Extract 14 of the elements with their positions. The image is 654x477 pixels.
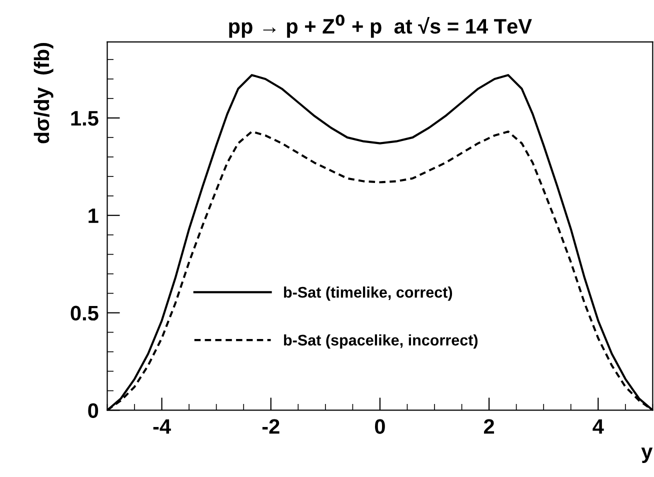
chart-title: pp → p + Z$^{0}$ + p at √s = 14 TeV — [229, 14, 532, 38]
x-tick-label: 0 — [375, 419, 385, 434]
y-tick-label: 1.5 — [71, 111, 98, 126]
x-tick-label: 4 — [592, 419, 604, 434]
legend-label: b-Sat (spacelike, incorrect) — [284, 334, 478, 349]
y-tick-label: 0 — [88, 403, 98, 418]
x-axis-title: y — [641, 448, 653, 463]
y-tick-label: 0.5 — [70, 306, 98, 321]
x-tick-label: -2 — [262, 419, 280, 434]
x-tick-label: -4 — [153, 419, 171, 434]
legend-label: b-Sat (timelike, correct) — [284, 286, 452, 301]
y-axis-title: dσ/dy (fb) — [34, 43, 54, 144]
x-tick-label: 2 — [484, 419, 494, 434]
y-tick-label: 1 — [88, 208, 98, 223]
